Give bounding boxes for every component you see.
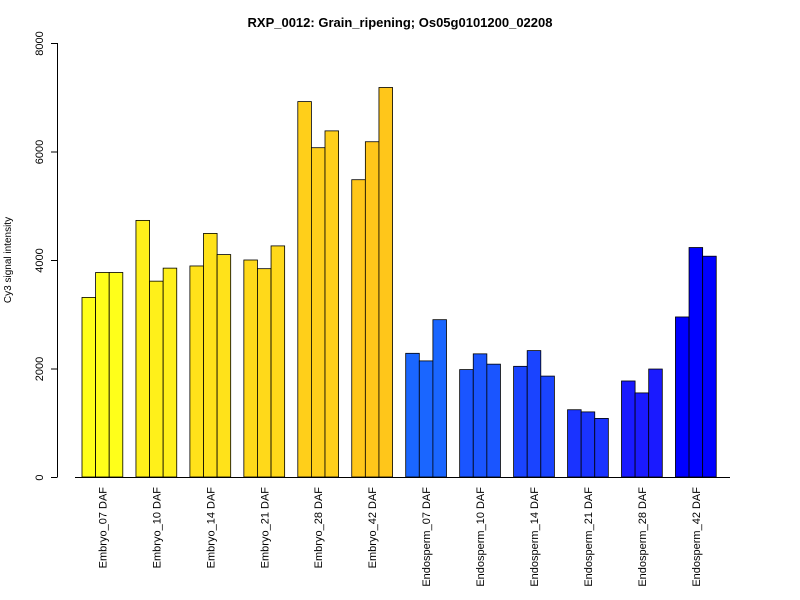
bar — [243, 259, 258, 478]
bar — [594, 418, 609, 478]
bars — [81, 87, 717, 478]
bar — [108, 272, 124, 478]
bar — [432, 319, 447, 478]
bar — [135, 219, 150, 478]
bar — [418, 360, 434, 478]
x-tick-label: Embryo_14 DAF — [205, 487, 217, 569]
bar — [540, 375, 555, 478]
bar — [702, 255, 717, 478]
x-tick-label: Embryo_42 DAF — [367, 487, 379, 569]
x-tick-label: Embryo_10 DAF — [151, 487, 163, 569]
x-tick-label: Endosperm_07 DAF — [421, 487, 433, 587]
bar — [567, 409, 582, 478]
bar — [621, 380, 636, 478]
y-tick-label: 8000 — [34, 31, 46, 55]
bar — [203, 233, 218, 478]
bar — [310, 147, 326, 478]
bar — [688, 247, 704, 478]
bar — [270, 245, 286, 478]
x-tick-label: Endosperm_28 DAF — [637, 487, 649, 587]
x-tick-label: Endosperm_14 DAF — [529, 487, 541, 587]
bar — [472, 353, 488, 478]
bar — [378, 87, 393, 478]
x-axis-labels: Embryo_07 DAF Embryo_10 DAF Embryo_14 DAF E… — [97, 487, 702, 587]
y-tick-label: 6000 — [34, 140, 46, 164]
bar — [526, 350, 542, 478]
bar — [189, 265, 204, 478]
x-tick-label: Embryo_07 DAF — [97, 487, 109, 569]
bar — [364, 141, 380, 478]
bar — [513, 365, 528, 478]
bar — [648, 368, 663, 478]
bar — [459, 369, 474, 478]
x-tick-label: Embryo_21 DAF — [259, 487, 271, 569]
bar — [95, 272, 110, 478]
y-tick-label: 4000 — [34, 248, 46, 272]
y-tick-label: 0 — [34, 474, 46, 480]
bar — [634, 392, 650, 478]
x-tick-label: Embryo_28 DAF — [313, 487, 325, 569]
chart-title: RXP_0012: Grain_ripening; Os05g0101200_0… — [248, 15, 553, 30]
bar — [216, 254, 232, 478]
y-axis: 0 2000 4000 6000 8000 — [34, 31, 58, 481]
bar — [486, 363, 501, 478]
bar — [257, 268, 272, 478]
y-axis-label: Cy3 signal intensity — [3, 217, 14, 303]
bar — [324, 130, 340, 478]
bar — [149, 280, 164, 478]
bar — [81, 297, 97, 478]
x-tick-label: Endosperm_42 DAF — [691, 487, 703, 587]
bar — [297, 101, 312, 478]
bar — [162, 267, 178, 478]
x-tick-label: Endosperm_21 DAF — [583, 487, 595, 587]
bar — [675, 316, 690, 478]
x-tick-label: Endosperm_10 DAF — [475, 487, 487, 587]
bar — [351, 179, 366, 478]
y-tick-label: 2000 — [34, 357, 46, 381]
bar — [580, 411, 596, 478]
bar — [405, 352, 420, 478]
